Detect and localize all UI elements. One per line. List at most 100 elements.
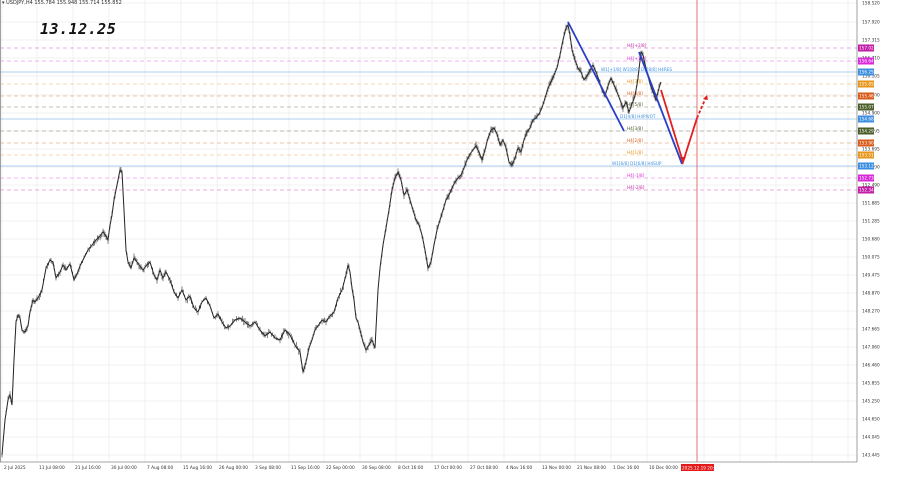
grid-lines <box>0 0 857 462</box>
price-tag: 152.344 <box>858 186 877 194</box>
svg-text:144.045: 144.045 <box>862 435 880 441</box>
svg-text:143.445: 143.445 <box>862 453 880 459</box>
svg-text:149.475: 149.475 <box>862 273 880 279</box>
level-label: H4[2/8] <box>627 138 643 143</box>
symbol-header: ▾ USDJPY,H4 155.784 155.948 155.714 155.… <box>2 0 122 6</box>
level-line: H4[-2/8] <box>0 185 857 191</box>
level-label: H4[5/8] <box>627 102 643 107</box>
svg-text:156.105: 156.105 <box>862 74 880 80</box>
price-tag: 156.250 <box>858 68 877 76</box>
level-line: D1[4/8] H4PIVOT <box>0 114 857 120</box>
level-line: H4[7/8] <box>0 79 857 85</box>
price-tag: 156.641 <box>858 57 877 65</box>
level-price-tags: 157.021 156.641 156.250 155.859 155.469 155.0… <box>858 44 877 194</box>
level-label: H4[3/8] <box>627 126 643 131</box>
svg-text:153.516: 153.516 <box>859 153 877 158</box>
level-label: H4[+1/8] <box>627 56 647 61</box>
svg-text:13 Nov 00:00: 13 Nov 00:00 <box>542 465 571 471</box>
svg-text:27 Oct 08:00: 27 Oct 08:00 <box>470 465 498 471</box>
price-tag: 153.906 <box>858 139 877 147</box>
svg-text:150.680: 150.680 <box>862 237 880 243</box>
svg-text:155.859: 155.859 <box>859 82 877 87</box>
svg-text:26 Aug 00:00: 26 Aug 00:00 <box>219 465 248 471</box>
svg-text:150.075: 150.075 <box>862 255 880 261</box>
svg-text:151.285: 151.285 <box>862 219 880 225</box>
svg-text:21 Nov 08:00: 21 Nov 08:00 <box>577 465 606 471</box>
price-tag: 154.688 <box>858 115 877 123</box>
price-tag: 153.125 <box>858 162 877 170</box>
svg-text:8 Oct 16:00: 8 Oct 16:00 <box>398 465 424 471</box>
symbol-name: USDJPY,H4 <box>6 0 33 6</box>
svg-text:144.650: 144.650 <box>862 417 880 423</box>
red-projection-arrow[interactable] <box>660 89 708 166</box>
svg-text:158.520: 158.520 <box>862 1 880 7</box>
svg-text:156.250: 156.250 <box>859 70 877 75</box>
level-label: H4[+2/8] <box>627 43 647 48</box>
level-line: H4[-1/8] <box>0 173 857 179</box>
price-tag: 155.859 <box>858 80 877 88</box>
svg-text:154.688: 154.688 <box>859 117 877 122</box>
level-label: H4[-2/8] <box>627 185 645 190</box>
price-tag: 155.078 <box>858 103 877 111</box>
price-tag: 157.021 <box>858 44 877 52</box>
svg-text:2 Jul 2025: 2 Jul 2025 <box>4 465 26 471</box>
blue-trend-2[interactable] <box>638 51 683 165</box>
price-tag: 155.469 <box>858 92 877 100</box>
blue-trend-1[interactable] <box>567 21 625 132</box>
svg-text:153.695: 153.695 <box>862 147 880 153</box>
annotation-date: 13.12.25 <box>40 20 117 38</box>
level-line: H4[2/8] <box>0 138 857 144</box>
projection-solid[interactable] <box>660 89 698 166</box>
level-label: H4[7/8] <box>627 79 643 84</box>
price-tag: 154.297 <box>858 127 877 135</box>
svg-text:21 Jul 16:00: 21 Jul 16:00 <box>75 465 101 471</box>
svg-text:152.344: 152.344 <box>859 188 877 193</box>
svg-text:153.125: 153.125 <box>859 164 877 169</box>
svg-text:11 Sep 16:00: 11 Sep 16:00 <box>291 465 320 471</box>
svg-text:148.270: 148.270 <box>862 309 880 315</box>
arrow-vertex-icon <box>680 157 686 162</box>
svg-text:22 Sep 00:00: 22 Sep 00:00 <box>326 465 355 471</box>
svg-text:155.469: 155.469 <box>859 94 877 99</box>
price-tag: 153.516 <box>858 151 877 159</box>
svg-text:157.920: 157.920 <box>862 20 880 26</box>
svg-text:2025.12.19 20:00: 2025.12.19 20:00 <box>682 466 720 471</box>
svg-text:152.490: 152.490 <box>862 183 880 189</box>
level-label: D1[4/8] H4PIVOT <box>620 114 656 119</box>
svg-text:154.900: 154.900 <box>862 111 880 117</box>
collapse-triangle-icon[interactable]: ▾ <box>2 0 5 6</box>
candle-wicks <box>1 21 661 458</box>
svg-text:10 Dec 00:00: 10 Dec 00:00 <box>649 465 678 471</box>
level-label: H4[1/8] <box>627 150 643 155</box>
level-line: W1[6/8] D1[6/8] H4SUP <box>0 161 857 167</box>
svg-text:145.855: 145.855 <box>862 381 880 387</box>
svg-text:157.315: 157.315 <box>862 38 880 44</box>
price-series <box>1 23 662 456</box>
svg-text:147.665: 147.665 <box>862 327 880 333</box>
ohlc-values: 155.784 155.948 155.714 155.852 <box>34 0 122 6</box>
svg-text:7 Aug 08:00: 7 Aug 08:00 <box>147 465 174 471</box>
level-label: H4[-1/8] <box>627 173 645 178</box>
axes <box>0 0 858 463</box>
svg-text:152.734: 152.734 <box>859 176 877 181</box>
level-label: W1[+1/8] W1[8/8] D1[8/8] H4RES <box>601 67 672 72</box>
x-axis-labels: 2 Jul 2025 11 Jul 08:00 21 Jul 16:00 30 Jul… <box>4 465 678 471</box>
svg-text:157.021: 157.021 <box>859 46 877 51</box>
level-line: H4[+1/8] <box>0 56 857 62</box>
level-line: H4[5/8] <box>0 102 857 108</box>
arrow-head-icon <box>703 95 708 100</box>
svg-text:30 Jul 00:00: 30 Jul 00:00 <box>111 465 137 471</box>
svg-text:155.078: 155.078 <box>859 105 877 110</box>
level-line: W1[+1/8] W1[8/8] D1[8/8] H4RES <box>0 67 857 73</box>
svg-text:1 Dec 16:00: 1 Dec 16:00 <box>613 465 639 471</box>
level-label: W1[6/8] D1[6/8] H4SUP <box>612 161 662 166</box>
svg-text:145.250: 145.250 <box>862 399 880 405</box>
trend-lines[interactable] <box>567 21 683 165</box>
svg-text:30 Sep 08:00: 30 Sep 08:00 <box>362 465 391 471</box>
level-line: H4[+2/8] <box>0 43 857 49</box>
svg-text:156.641: 156.641 <box>859 59 877 64</box>
svg-text:146.460: 146.460 <box>862 363 880 369</box>
svg-text:153.906: 153.906 <box>859 141 877 146</box>
